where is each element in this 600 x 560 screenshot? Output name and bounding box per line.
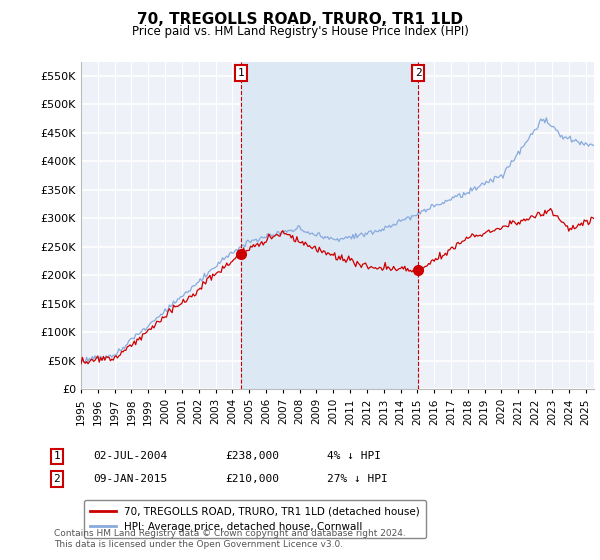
Text: 1: 1 (53, 451, 61, 461)
Text: Contains HM Land Registry data © Crown copyright and database right 2024.
This d: Contains HM Land Registry data © Crown c… (54, 529, 406, 549)
Text: 2: 2 (53, 474, 61, 484)
Legend: 70, TREGOLLS ROAD, TRURO, TR1 1LD (detached house), HPI: Average price, detached: 70, TREGOLLS ROAD, TRURO, TR1 1LD (detac… (83, 500, 426, 538)
Text: 27% ↓ HPI: 27% ↓ HPI (327, 474, 388, 484)
Text: Price paid vs. HM Land Registry's House Price Index (HPI): Price paid vs. HM Land Registry's House … (131, 25, 469, 38)
Text: 02-JUL-2004: 02-JUL-2004 (93, 451, 167, 461)
Text: 4% ↓ HPI: 4% ↓ HPI (327, 451, 381, 461)
Text: 1: 1 (238, 68, 244, 78)
Text: 09-JAN-2015: 09-JAN-2015 (93, 474, 167, 484)
Text: £238,000: £238,000 (225, 451, 279, 461)
Text: £210,000: £210,000 (225, 474, 279, 484)
Text: 2: 2 (415, 68, 422, 78)
Bar (241, 62, 418, 389)
Text: 70, TREGOLLS ROAD, TRURO, TR1 1LD: 70, TREGOLLS ROAD, TRURO, TR1 1LD (137, 12, 463, 27)
